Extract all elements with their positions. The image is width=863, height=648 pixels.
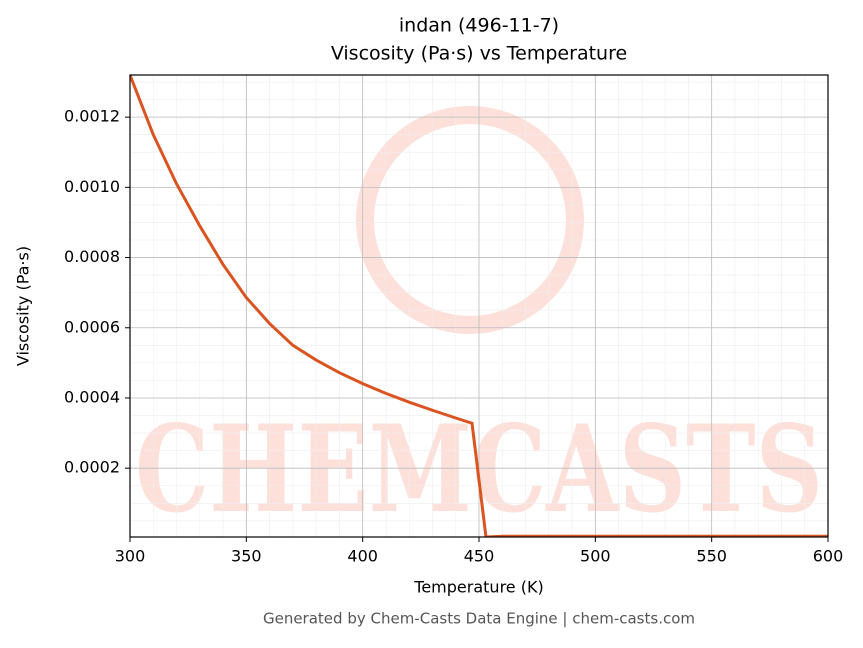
y-tick-label: 0.0010 — [64, 177, 120, 196]
footer: Generated by Chem-Casts Data Engine | ch… — [263, 610, 695, 628]
y-tick-label: 0.0002 — [64, 458, 120, 477]
x-tick-label: 350 — [231, 547, 262, 566]
x-tick-label: 500 — [580, 547, 611, 566]
y-axis-label: Viscosity (Pa·s) — [14, 246, 33, 366]
x-tick-label: 450 — [464, 547, 495, 566]
x-tick-label: 600 — [813, 547, 844, 566]
x-tick-label: 300 — [115, 547, 146, 566]
x-axis-label: Temperature (K) — [413, 578, 543, 597]
x-tick-label: 550 — [696, 547, 727, 566]
watermark-ring — [356, 106, 584, 334]
y-tick-label: 0.0012 — [64, 107, 120, 126]
chart-subtitle: Viscosity (Pa·s) vs Temperature — [331, 43, 627, 65]
x-tick-label: 400 — [347, 547, 378, 566]
y-tick-label: 0.0006 — [64, 317, 120, 336]
chart-title: indan (496-11-7) — [399, 15, 559, 37]
plot-frame — [129, 74, 829, 538]
y-tick-label: 0.0004 — [64, 387, 120, 406]
y-tick-label: 0.0008 — [64, 247, 120, 266]
